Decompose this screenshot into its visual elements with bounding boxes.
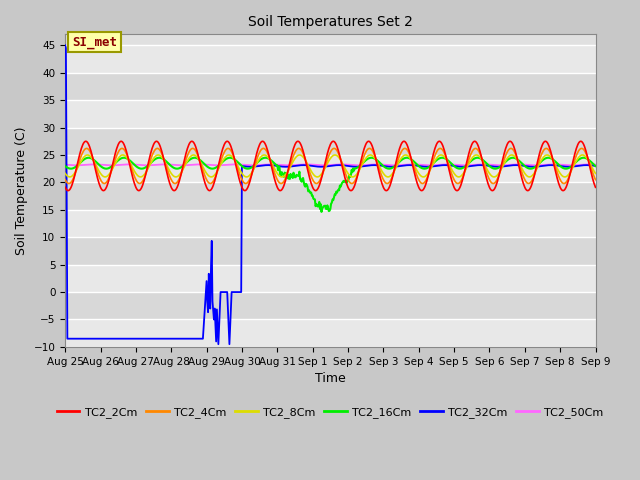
Bar: [65, 210, 595, 237]
Bar: [65, 320, 595, 347]
X-axis label: Time: Time: [315, 372, 346, 385]
Bar: [65, 128, 595, 155]
Bar: [65, 264, 595, 292]
Text: SI_met: SI_met: [72, 36, 117, 48]
Title: Soil Temperatures Set 2: Soil Temperatures Set 2: [248, 15, 413, 29]
Bar: [65, 237, 595, 264]
Bar: [65, 100, 595, 128]
Bar: [65, 73, 595, 100]
Y-axis label: Soil Temperature (C): Soil Temperature (C): [15, 126, 28, 255]
Bar: [65, 45, 595, 73]
Bar: [65, 155, 595, 182]
Bar: [65, 182, 595, 210]
Legend: TC2_2Cm, TC2_4Cm, TC2_8Cm, TC2_16Cm, TC2_32Cm, TC2_50Cm: TC2_2Cm, TC2_4Cm, TC2_8Cm, TC2_16Cm, TC2…: [53, 403, 608, 422]
Bar: [65, 292, 595, 320]
